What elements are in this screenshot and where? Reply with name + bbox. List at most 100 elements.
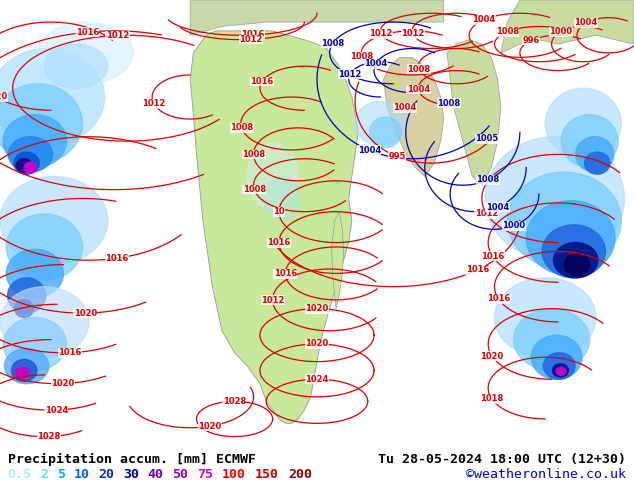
Text: 1020: 1020	[198, 422, 222, 431]
Text: 40: 40	[148, 468, 164, 481]
Ellipse shape	[6, 214, 82, 280]
Ellipse shape	[370, 117, 401, 148]
Text: 10: 10	[74, 468, 89, 481]
Text: Precipitation accum. [mm] ECMWF: Precipitation accum. [mm] ECMWF	[8, 453, 256, 466]
Ellipse shape	[564, 254, 590, 275]
Text: 1016: 1016	[274, 269, 297, 278]
Text: 10: 10	[273, 207, 285, 217]
Ellipse shape	[495, 278, 596, 357]
Text: 1008: 1008	[476, 175, 499, 184]
Ellipse shape	[8, 137, 53, 172]
Text: 1004: 1004	[358, 146, 381, 155]
Text: 200: 200	[288, 468, 312, 481]
Text: 50: 50	[172, 468, 188, 481]
Text: 150: 150	[255, 468, 279, 481]
Ellipse shape	[553, 243, 598, 278]
Ellipse shape	[543, 353, 575, 379]
Text: 1016: 1016	[487, 294, 510, 303]
Text: 995: 995	[388, 152, 406, 161]
Text: 1012: 1012	[339, 70, 362, 78]
Text: 1008: 1008	[496, 27, 519, 36]
Ellipse shape	[14, 152, 39, 174]
Text: 1016: 1016	[466, 265, 489, 274]
Text: 1024: 1024	[44, 406, 68, 415]
Text: 1004: 1004	[486, 203, 509, 212]
Text: 100: 100	[222, 468, 246, 481]
Text: 1012: 1012	[106, 31, 129, 40]
Ellipse shape	[0, 49, 105, 146]
Ellipse shape	[514, 309, 590, 370]
Text: 1005: 1005	[476, 134, 499, 143]
Text: 1020: 1020	[305, 340, 328, 348]
Polygon shape	[501, 0, 634, 53]
Text: 1008: 1008	[351, 52, 373, 61]
Ellipse shape	[24, 162, 37, 173]
Ellipse shape	[556, 368, 566, 375]
Ellipse shape	[4, 348, 49, 384]
Text: 1016: 1016	[242, 30, 265, 40]
Polygon shape	[190, 0, 444, 35]
Text: 1000: 1000	[549, 27, 573, 36]
Text: 1016: 1016	[58, 348, 82, 357]
Text: 75: 75	[197, 468, 213, 481]
Text: 1008: 1008	[242, 150, 265, 159]
Text: 0.5: 0.5	[8, 468, 32, 481]
Ellipse shape	[6, 249, 63, 298]
Ellipse shape	[11, 360, 37, 381]
Text: 1016: 1016	[268, 238, 290, 247]
Text: 1004: 1004	[574, 18, 598, 27]
Text: Tu 28-05-2024 18:00 UTC (12+30): Tu 28-05-2024 18:00 UTC (12+30)	[378, 453, 626, 466]
Ellipse shape	[355, 101, 406, 146]
Ellipse shape	[16, 159, 32, 172]
Ellipse shape	[526, 201, 615, 275]
Text: 1028: 1028	[37, 432, 61, 441]
Text: ©weatheronline.co.uk: ©weatheronline.co.uk	[467, 468, 626, 481]
Text: 2: 2	[41, 468, 49, 481]
Text: 1020: 1020	[51, 379, 75, 388]
Text: 1012: 1012	[261, 295, 284, 305]
Text: 1012: 1012	[401, 29, 424, 38]
Text: 1012: 1012	[370, 29, 393, 38]
Text: 20: 20	[98, 468, 114, 481]
Text: 1020: 1020	[481, 352, 504, 361]
Polygon shape	[384, 57, 444, 176]
Text: 1008: 1008	[243, 185, 266, 194]
Text: 1012: 1012	[240, 35, 263, 44]
Text: 1004: 1004	[364, 59, 387, 69]
Polygon shape	[332, 212, 344, 309]
Polygon shape	[447, 40, 501, 185]
Ellipse shape	[3, 318, 67, 370]
Ellipse shape	[3, 115, 67, 168]
Ellipse shape	[0, 176, 108, 265]
Ellipse shape	[553, 364, 568, 377]
Text: 996: 996	[522, 36, 540, 45]
Text: 1012: 1012	[143, 99, 165, 108]
Text: 1020: 1020	[305, 304, 328, 313]
Ellipse shape	[485, 137, 624, 260]
Ellipse shape	[585, 152, 610, 174]
Ellipse shape	[507, 172, 621, 269]
Text: 1004: 1004	[472, 15, 496, 24]
Polygon shape	[190, 31, 358, 423]
Text: 1008: 1008	[321, 39, 344, 48]
Ellipse shape	[531, 335, 582, 379]
Text: 1018: 1018	[480, 394, 503, 403]
Ellipse shape	[0, 84, 82, 163]
Ellipse shape	[247, 144, 298, 210]
Ellipse shape	[561, 115, 618, 168]
Text: 1008: 1008	[230, 123, 253, 132]
Ellipse shape	[8, 278, 46, 313]
Text: 1004: 1004	[393, 103, 417, 112]
Text: 1000: 1000	[502, 221, 526, 230]
Text: 1008: 1008	[408, 65, 430, 74]
Text: 5: 5	[57, 468, 65, 481]
Text: 1008: 1008	[437, 99, 460, 108]
Ellipse shape	[0, 287, 89, 357]
Ellipse shape	[15, 300, 34, 318]
Text: 1016: 1016	[105, 254, 129, 263]
Text: 30: 30	[123, 468, 139, 481]
Ellipse shape	[576, 137, 614, 172]
Text: 1012: 1012	[475, 209, 498, 218]
Ellipse shape	[38, 22, 133, 84]
Ellipse shape	[15, 367, 29, 378]
